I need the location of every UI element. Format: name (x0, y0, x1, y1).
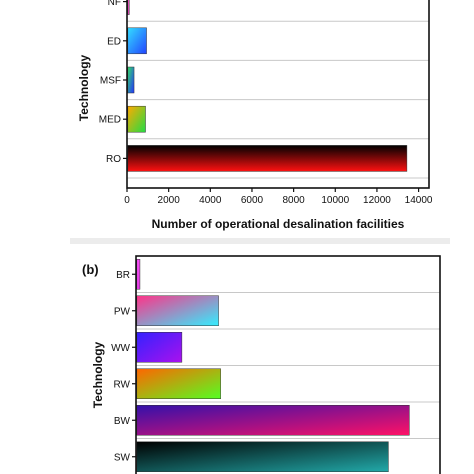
bar-ww (136, 332, 183, 363)
y-tick-label-bw: BW (114, 416, 131, 427)
y-tick-label-pw: PW (114, 306, 131, 317)
bar-rw (136, 368, 221, 399)
bar-group (136, 259, 410, 472)
plot-frame (135, 255, 441, 474)
x-tick-label: 14000 (405, 195, 433, 206)
panel-label: (b) (82, 262, 99, 277)
y-tick-label-msf: MSF (100, 76, 121, 87)
plot-frame (126, 0, 430, 189)
bar-sw (136, 441, 389, 472)
y-axis-title: Technology (77, 54, 91, 121)
x-tick-label: 2000 (158, 195, 181, 206)
y-tick-label-ro: RO (106, 154, 121, 165)
x-axis-title: Number of operational desalination facil… (152, 217, 405, 231)
chart-panel-a: NF ED MSF MED RO 0 2000 4000 6000 8000 10000 12000… (77, 0, 433, 231)
panel-separator (70, 238, 450, 244)
x-tick-label: 8000 (282, 195, 305, 206)
y-axis: BR PW WW RW BW SW (111, 270, 136, 463)
x-tick-label: 12000 (363, 195, 391, 206)
chart-panel-b: (b) BR PW WW RW BW SW Technology (82, 255, 441, 474)
bar-ed (127, 27, 147, 55)
bar-pw (136, 295, 219, 326)
x-tick-label: 0 (124, 195, 130, 206)
y-tick-label-ed: ED (107, 36, 121, 47)
bar-nf (127, 0, 130, 15)
gridlines (136, 255, 440, 439)
bar-group (127, 0, 408, 172)
y-tick-label-rw: RW (114, 379, 131, 390)
x-tick-label: 4000 (199, 195, 222, 206)
x-tick-label: 10000 (321, 195, 349, 206)
gridlines (127, 20, 429, 179)
y-tick-label-ww: WW (111, 343, 130, 354)
bar-msf (127, 66, 135, 94)
y-tick-label-med: MED (99, 115, 121, 126)
bar-bw (136, 405, 410, 436)
x-axis: 0 2000 4000 6000 8000 10000 12000 14000 (124, 188, 433, 206)
bar-br (136, 259, 141, 290)
bar-med (127, 105, 146, 133)
y-tick-label-br: BR (116, 270, 130, 281)
y-axis-title: Technology (91, 341, 105, 408)
y-axis: NF ED MSF MED RO (99, 0, 127, 165)
y-tick-label-nf: NF (108, 0, 121, 8)
bar-ro (127, 145, 408, 172)
y-tick-label-sw: SW (114, 452, 131, 463)
x-tick-label: 6000 (241, 195, 264, 206)
